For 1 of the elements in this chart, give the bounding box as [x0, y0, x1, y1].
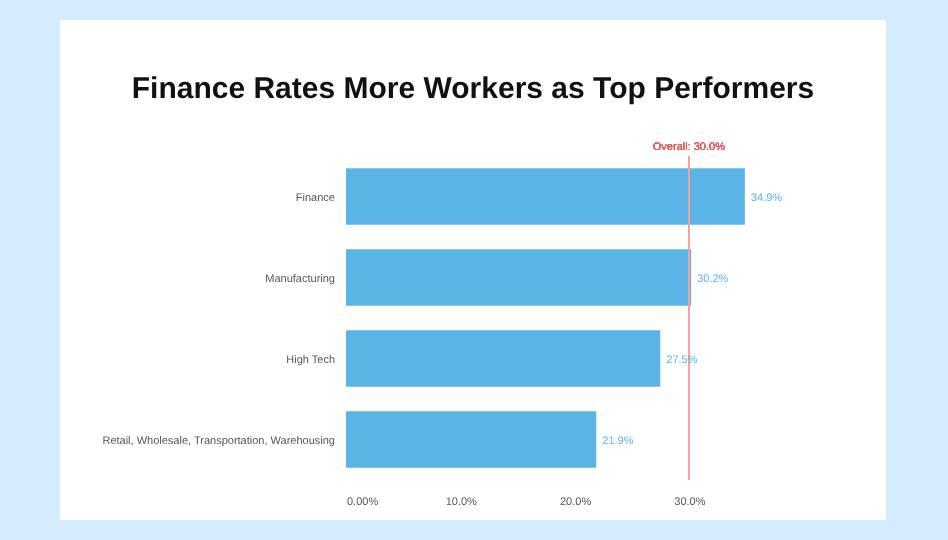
- chart-title: Finance Rates More Workers as Top Performers: [129, 72, 817, 106]
